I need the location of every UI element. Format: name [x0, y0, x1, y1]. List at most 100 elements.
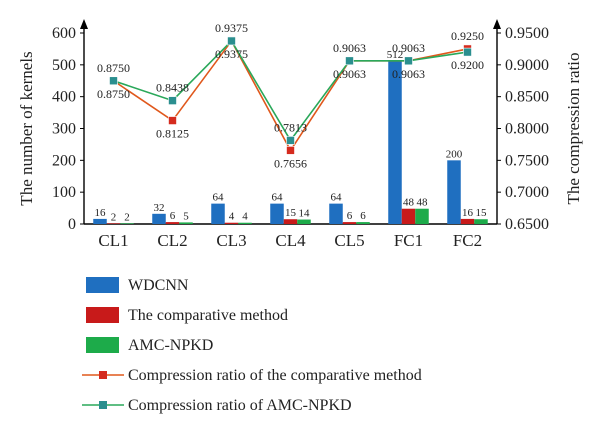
left-axis-arrow	[80, 19, 88, 29]
x-tick-label: FC2	[453, 231, 482, 250]
ratio-value-label: 0.9063	[392, 41, 425, 55]
ratio-value-label: 0.7813	[274, 120, 307, 134]
bar-value-label: 200	[446, 148, 463, 160]
bar-value-label: 5	[183, 210, 189, 222]
bar-value-label: 6	[170, 210, 176, 222]
x-tick-label: CL3	[216, 231, 246, 250]
ratio-marker	[286, 146, 295, 155]
ratio-marker	[286, 136, 295, 145]
bar-wdcnn	[388, 61, 402, 224]
bar-value-label: 2	[111, 211, 117, 223]
bar-the-comparative-method	[165, 222, 180, 224]
bar-value-label: 48	[403, 197, 415, 209]
bar-amc-npkd	[120, 223, 134, 224]
legend-swatch	[86, 277, 119, 293]
ratio-marker	[168, 116, 177, 125]
ratio-value-label: 0.9250	[451, 29, 484, 43]
bar-the-comparative-method	[283, 219, 298, 224]
bar-amc-npkd	[415, 208, 429, 224]
bar-amc-npkd	[474, 219, 488, 224]
right-y-tick-label: 0.9500	[505, 25, 549, 42]
bar-value-label: 4	[242, 211, 248, 223]
bar-the-comparative-method	[106, 223, 121, 224]
bar-wdcnn	[329, 203, 343, 224]
x-tick-label: CL1	[98, 231, 128, 250]
bar-the-comparative-method	[401, 208, 416, 224]
ratio-value-label: 0.9375	[215, 47, 248, 61]
bar-value-label: 32	[154, 202, 165, 214]
right-y-tick-label: 0.8500	[505, 89, 549, 106]
ratio-value-label: 0.9063	[333, 41, 366, 55]
left-y-axis-title: The number of kernels	[17, 51, 36, 205]
bar-value-label: 512	[387, 49, 404, 61]
legend-label: Compression ratio of AMC-NPKD	[128, 397, 352, 414]
ratio-marker	[109, 76, 118, 86]
x-tick-label: CL5	[334, 231, 364, 250]
legend-label: AMC-NPKD	[128, 337, 213, 354]
ratio-marker	[404, 56, 413, 66]
bar-amc-npkd	[238, 222, 252, 224]
ratio-value-label: 0.8750	[97, 61, 130, 75]
legend-label: Compression ratio of the comparative met…	[128, 367, 422, 384]
right-y-tick-label: 0.9000	[505, 57, 549, 74]
right-y-axis-title: The compression ratio	[564, 52, 583, 204]
ratio-value-label: 0.7656	[274, 156, 307, 170]
bar-value-label: 6	[360, 210, 366, 222]
bar-amc-npkd	[179, 222, 193, 224]
bar-wdcnn	[152, 213, 166, 224]
bar-amc-npkd	[356, 222, 370, 224]
bars	[93, 61, 488, 224]
ratio-value-label: 0.8438	[156, 81, 189, 95]
ratio-marker	[463, 47, 472, 57]
ratio-value-label: 0.9200	[451, 58, 484, 72]
left-y-tick-label: 500	[52, 57, 76, 74]
x-tick-label: CL4	[275, 231, 306, 250]
ratio-marker	[227, 36, 236, 46]
legend-label: The comparative method	[128, 307, 288, 324]
bar-value-label: 15	[476, 207, 488, 219]
left-y-tick-label: 200	[52, 152, 76, 169]
bar-value-label: 2	[124, 211, 130, 223]
ratio-marker	[168, 96, 177, 105]
ratio-value-label: 0.9063	[392, 67, 425, 81]
bar-value-label: 64	[272, 192, 284, 204]
bar-wdcnn	[211, 203, 225, 224]
bar-the-comparative-method	[224, 222, 239, 224]
right-axis-arrow	[493, 19, 501, 29]
right-y-tick-label: 0.7000	[505, 184, 549, 201]
bar-amc-npkd	[297, 219, 311, 224]
bar-value-label: 14	[299, 208, 311, 220]
bar-wdcnn	[447, 160, 461, 224]
bar-value-label: 16	[95, 207, 107, 219]
legend-marker	[99, 371, 107, 379]
bar-value-label: 15	[285, 207, 297, 219]
left-y-tick-label: 600	[52, 25, 76, 42]
right-y-tick-label: 0.7500	[505, 152, 549, 169]
x-tick-label: CL2	[157, 231, 187, 250]
x-tick-label: FC1	[394, 231, 423, 250]
ratio-value-label: 0.8125	[156, 127, 189, 141]
right-y-tick-label: 0.8000	[505, 121, 549, 138]
ratio-value-label: 0.9063	[333, 67, 366, 81]
left-y-tick-label: 400	[52, 89, 76, 106]
ratio-value-label: 0.9375	[215, 21, 248, 35]
legend-swatch	[86, 337, 119, 353]
bar-value-label: 64	[213, 192, 225, 204]
left-y-tick-label: 100	[52, 184, 76, 201]
ratio-value-label: 0.8750	[97, 87, 130, 101]
legend-label: WDCNN	[128, 277, 189, 294]
bar-value-label: 4	[229, 211, 235, 223]
legend: WDCNN The comparative method AMC-NPKD Compr…	[82, 277, 422, 414]
ratio-lines	[109, 36, 472, 155]
bar-wdcnn	[93, 218, 107, 224]
bar-the-comparative-method	[460, 218, 475, 224]
bar-value-label: 48	[417, 197, 429, 209]
bar-the-comparative-method	[342, 222, 357, 224]
left-y-tick-label: 300	[52, 121, 76, 138]
bar-value-label: 16	[462, 207, 474, 219]
bar-value-label: 6	[347, 210, 353, 222]
legend-marker	[99, 401, 107, 409]
